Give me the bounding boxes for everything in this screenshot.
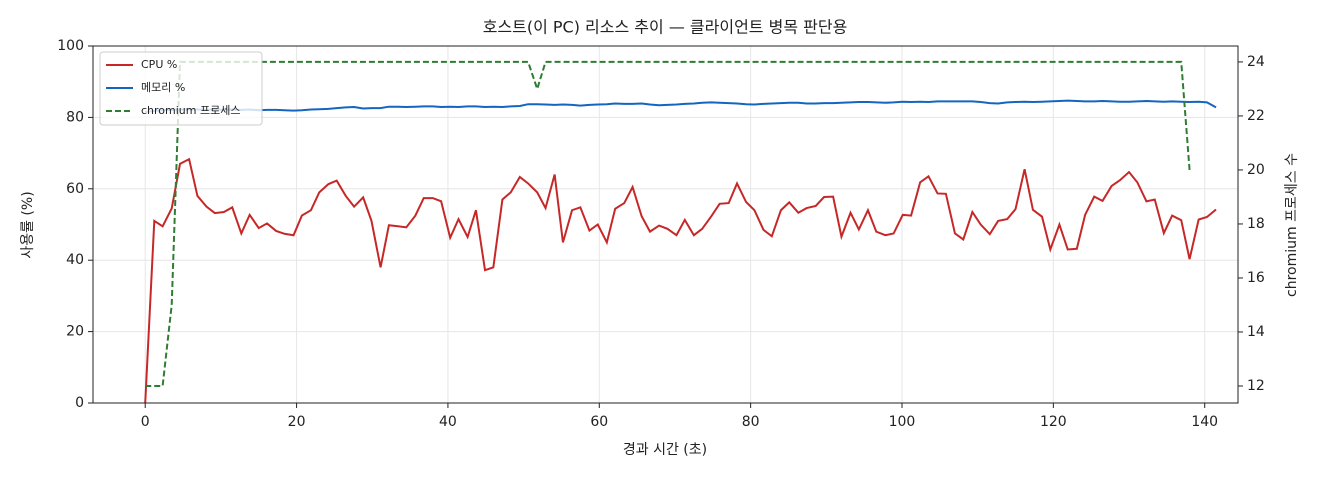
y2-tick-label: 14	[1247, 324, 1265, 340]
plot-frame	[92, 45, 1239, 404]
y-axis-label: 사용률 (%)	[20, 191, 36, 258]
y-tick-label: 80	[66, 109, 84, 125]
y2-tick-label: 20	[1247, 162, 1265, 178]
y-tick-label: 0	[75, 395, 84, 411]
legend-label: 메모리 %	[141, 81, 185, 94]
x-tick-label: 100	[889, 414, 916, 430]
x-tick-label: 40	[439, 414, 457, 430]
x-tick-label: 140	[1191, 414, 1218, 430]
x-axis-label: 경과 시간 (초)	[623, 442, 707, 458]
y-tick-label: 60	[66, 181, 84, 197]
y2-tick-label: 24	[1247, 54, 1265, 70]
legend-label: chromium 프로세스	[141, 104, 240, 117]
x-tick-label: 80	[742, 414, 760, 430]
y-tick-label: 40	[66, 252, 84, 268]
y2-tick-label: 12	[1247, 378, 1265, 394]
x-tick-label: 120	[1040, 414, 1067, 430]
y2-axis-label: chromium 프로세스 수	[1284, 153, 1300, 297]
y2-tick-label: 22	[1247, 108, 1265, 124]
x-tick-label: 0	[141, 414, 150, 430]
chart-title: 호스트(이 PC) 리소스 추이 — 클라이언트 병목 판단용	[483, 18, 848, 37]
x-tick-label: 20	[288, 414, 306, 430]
y-tick-label: 100	[57, 38, 84, 54]
y2-tick-label: 18	[1247, 216, 1265, 232]
y-tick-label: 20	[66, 324, 84, 340]
series-line	[145, 60, 1191, 387]
legend-box	[99, 51, 263, 126]
series-line	[144, 157, 1217, 404]
y2-tick-label: 16	[1247, 270, 1265, 286]
x-tick-label: 60	[590, 414, 608, 430]
series-line	[145, 99, 1217, 114]
legend-label: CPU %	[141, 58, 177, 71]
